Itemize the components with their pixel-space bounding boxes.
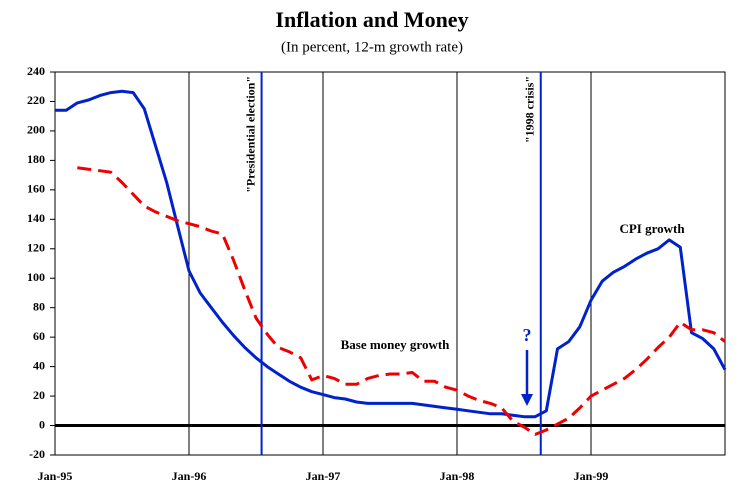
chart-subtitle: (In percent, 12-m growth rate) <box>281 39 463 55</box>
y-tick-label: 120 <box>27 241 45 255</box>
y-tick-label: -20 <box>29 447 45 461</box>
x-tick-label: Jan-96 <box>172 469 207 483</box>
y-tick-label: 20 <box>33 388 45 402</box>
x-tick-label: Jan-99 <box>574 469 609 483</box>
annotation-arrowhead <box>521 394 533 406</box>
event-label: "1998 crisis" <box>523 76 537 143</box>
y-tick-label: 180 <box>27 152 45 166</box>
x-tick-label: Jan-97 <box>306 469 341 483</box>
series-label: Base money growth <box>341 337 451 352</box>
y-tick-label: 240 <box>27 64 45 78</box>
y-tick-label: 140 <box>27 211 45 225</box>
event-label: "Presidential election" <box>243 76 257 193</box>
y-tick-label: 100 <box>27 270 45 284</box>
series-label: CPI growth <box>619 221 685 236</box>
x-tick-label: Jan-95 <box>38 469 73 483</box>
y-tick-label: 60 <box>33 329 45 343</box>
annotation: ? <box>523 325 532 345</box>
y-tick-label: 40 <box>33 358 45 372</box>
y-tick-label: 220 <box>27 93 45 107</box>
plot-frame <box>54 71 726 456</box>
x-tick-label: Jan-98 <box>440 469 475 483</box>
y-tick-label: 80 <box>33 299 45 313</box>
chart-title: Inflation and Money <box>275 7 468 32</box>
y-tick-label: 0 <box>39 417 45 431</box>
series-line <box>55 89 727 419</box>
y-tick-label: 160 <box>27 182 45 196</box>
y-tick-label: 200 <box>27 123 45 137</box>
